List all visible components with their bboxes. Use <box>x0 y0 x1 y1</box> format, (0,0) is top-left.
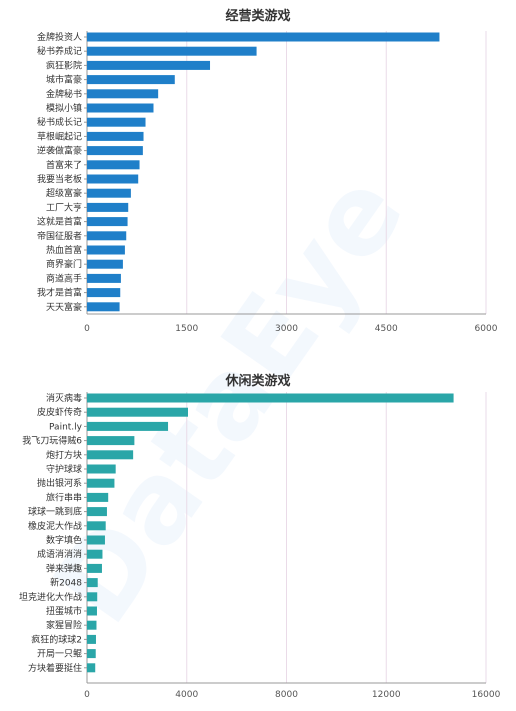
bar <box>87 663 96 673</box>
category-label: 天天富豪 <box>46 301 82 313</box>
bar <box>87 436 135 446</box>
category-label: 模拟小镇 <box>46 102 82 114</box>
bar <box>87 393 454 403</box>
category-label: 逆袭做富豪 <box>37 145 82 157</box>
category-label: Paint.ly <box>49 422 83 432</box>
category-label: 超级富豪 <box>46 187 82 199</box>
x-tick-label: 3000 <box>275 324 298 334</box>
category-label: 消灭病毒 <box>46 392 82 404</box>
bar <box>87 174 139 184</box>
bar <box>87 60 211 70</box>
x-tick-label: 16000 <box>472 690 501 700</box>
category-label: 开局一只鲲 <box>37 648 82 660</box>
bar <box>87 302 120 312</box>
chart-title: 休闲类游戏 <box>224 373 290 389</box>
category-label: 商道高手 <box>46 272 82 284</box>
business-games-chart: 经营类游戏 0 1500 3000 4500 6000 金牌投资人秘书养成记疯狂影院城市富豪… <box>37 8 498 334</box>
bar <box>87 245 125 255</box>
bar <box>87 464 116 474</box>
chart-title: 经营类游戏 <box>225 8 290 24</box>
category-label: 橡皮泥大作战 <box>28 520 82 532</box>
bar <box>87 117 146 127</box>
x-tick-label: 12000 <box>372 690 401 700</box>
category-label: 草根崛起记 <box>37 130 82 142</box>
x-tick-label: 1500 <box>175 324 198 334</box>
bar <box>87 259 123 269</box>
category-label: 方块着要挺住 <box>28 662 82 674</box>
bar <box>87 450 134 460</box>
bar <box>87 492 109 502</box>
bar <box>87 634 96 644</box>
bar <box>87 649 96 659</box>
bar <box>87 89 159 99</box>
category-label: 城市富豪 <box>46 74 82 86</box>
bar <box>87 592 98 602</box>
category-label: 金牌秘书 <box>46 88 82 100</box>
bar <box>87 32 440 42</box>
category-label: 帝国征服者 <box>37 230 82 242</box>
category-label: 扭蛋城市 <box>46 605 82 617</box>
category-label: 疯狂的球球2 <box>31 633 82 645</box>
category-label: 数字填色 <box>46 534 82 546</box>
bar <box>87 231 127 241</box>
bar <box>87 160 140 170</box>
bar <box>87 578 98 588</box>
bar <box>87 188 131 198</box>
category-label: 这就是首富 <box>37 216 82 228</box>
x-tick-label: 4000 <box>175 690 198 700</box>
bar <box>87 131 144 141</box>
x-tick-label: 8000 <box>275 690 298 700</box>
bar <box>87 535 105 545</box>
category-label: 家猩冒险 <box>46 619 82 631</box>
bar <box>87 202 129 212</box>
category-label: 旅行串串 <box>46 491 82 503</box>
category-label: 商界豪门 <box>46 258 82 270</box>
category-label: 热血首富 <box>46 244 82 256</box>
category-label: 疯狂影院 <box>46 59 82 71</box>
x-tick-label: 0 <box>84 690 90 700</box>
category-label: 金牌投资人 <box>37 31 82 43</box>
bar <box>87 549 103 559</box>
bar <box>87 103 154 113</box>
category-label: 我要当老板 <box>37 173 82 185</box>
category-label: 皮皮虾传奇 <box>37 406 82 418</box>
bar <box>87 620 97 630</box>
category-label: 抛出银河系 <box>37 477 82 489</box>
bar <box>87 507 107 517</box>
bar <box>87 75 175 85</box>
category-label: 成语消消消 <box>37 548 82 560</box>
category-label: 炮打方块 <box>46 449 82 461</box>
category-label: 弹来弹趣 <box>46 562 82 574</box>
category-label: 工厂大亨 <box>46 201 82 213</box>
bar <box>87 146 143 156</box>
x-tick-label: 0 <box>84 324 90 334</box>
category-label: 秘书养成记 <box>37 45 82 57</box>
category-label: 守护球球 <box>46 463 82 475</box>
category-label: 首富来了 <box>46 159 82 171</box>
category-label: 秘书成长记 <box>37 116 82 128</box>
bar <box>87 288 121 298</box>
category-label: 坦克进化大作战 <box>19 591 82 603</box>
bar <box>87 421 169 431</box>
bar <box>87 217 128 227</box>
x-tick-label: 4500 <box>375 324 398 334</box>
bar <box>87 273 121 283</box>
x-tick-label: 6000 <box>475 324 498 334</box>
bar <box>87 46 257 56</box>
bar <box>87 478 115 488</box>
category-label: 球球一跳到底 <box>28 506 82 518</box>
bar <box>87 407 188 417</box>
bar <box>87 521 106 531</box>
category-label: 新2048 <box>50 577 82 589</box>
category-label: 我才是首富 <box>37 287 82 299</box>
category-label: 我飞刀玩得贼6 <box>22 435 82 447</box>
bar <box>87 563 102 573</box>
bar <box>87 606 97 616</box>
